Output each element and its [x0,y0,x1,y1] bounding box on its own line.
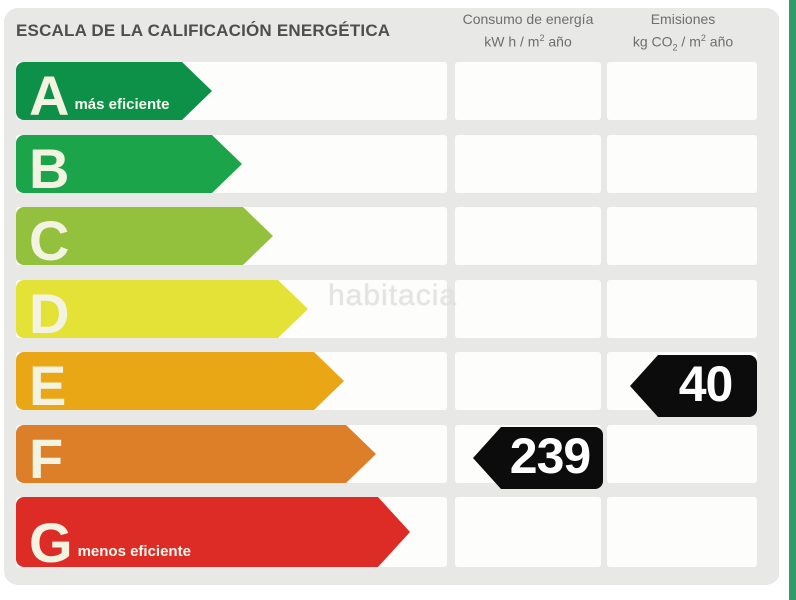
emisiones-cell [607,135,757,193]
right-strip-fade [779,0,789,600]
consumo-value: 239 [501,427,603,489]
rating-letter: F [29,427,64,491]
emisiones-header-title: Emisiones [650,11,716,27]
emisiones-column-header: Emisiones kg CO2 / m2 año [604,10,762,57]
emisiones-header-units: kg CO2 / m2 año [632,33,734,53]
emisiones-value-arrow: 40 [630,355,757,417]
rating-letter: D [29,282,70,346]
page-title: ESCALA DE LA CALIFICACIÓN ENERGÉTICA [16,21,391,40]
consumo-header-units: kW h / m2 año [484,33,572,50]
rating-row-g: G menos eficiente [0,497,796,575]
consumo-cell [455,280,601,338]
rating-row-d: D [0,280,796,346]
rating-letter: A [29,64,70,128]
consumo-value-arrow: 239 [473,427,603,489]
rating-bar-g: G menos eficiente [16,497,410,575]
right-accent-strip [789,0,796,600]
consumo-column-header: Consumo de energía kW h / m2 año [448,10,608,52]
rating-row-c: C [0,207,796,273]
emisiones-cell [607,280,757,338]
rating-row-a: A más eficiente [0,62,796,128]
rating-letter: G [29,511,73,575]
consumo-cell [455,207,601,265]
value-arrow-tip-icon [630,355,658,417]
emisiones-cell [607,62,757,120]
rating-note: más eficiente [74,96,170,113]
rating-letter: E [29,354,67,418]
emisiones-value: 40 [658,355,757,417]
watermark: habitacia [328,279,458,312]
rating-bar-a: A más eficiente [16,62,212,128]
rating-bar-e: E [16,352,344,418]
consumo-cell [455,497,601,567]
consumo-cell [455,135,601,193]
rating-note: menos eficiente [77,543,191,560]
rating-bar-f: F [16,425,376,491]
rating-letter: C [29,209,70,273]
rating-row-f: F 239 [0,425,796,491]
rating-bar-d: D [16,280,308,346]
value-arrow-tip-icon [473,427,501,489]
rating-letter: B [29,137,70,201]
consumo-header-title: Consumo de energía [462,11,594,27]
consumo-cell [455,62,601,120]
consumo-cell [455,352,601,410]
rating-row-b: B [0,135,796,201]
rating-bar-b: B [16,135,242,201]
rating-row-e: E 40 [0,352,796,418]
emisiones-cell [607,425,757,483]
emisiones-cell [607,207,757,265]
emisiones-cell [607,497,757,567]
rating-bar-c: C [16,207,273,273]
